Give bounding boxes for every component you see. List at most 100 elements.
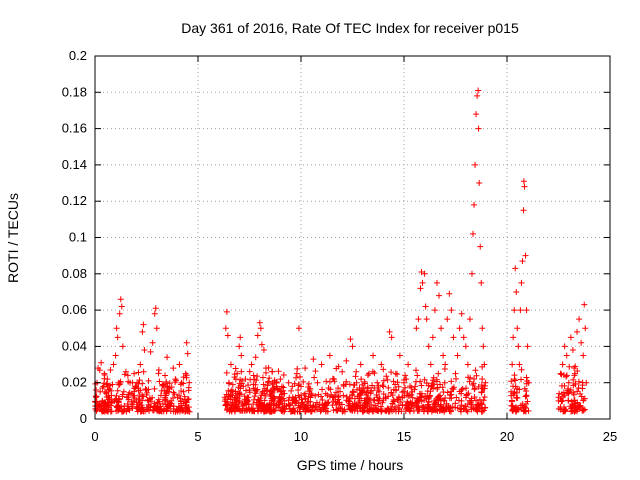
data-point xyxy=(224,406,231,413)
data-point xyxy=(182,370,189,377)
data-point xyxy=(428,408,435,415)
data-point xyxy=(467,374,474,381)
data-point xyxy=(519,401,526,408)
data-point xyxy=(409,388,416,395)
data-point xyxy=(466,316,473,323)
data-point xyxy=(343,357,350,364)
data-point xyxy=(136,404,143,411)
data-point xyxy=(422,393,429,400)
data-point xyxy=(520,207,527,214)
data-point xyxy=(571,364,578,371)
data-point xyxy=(510,383,517,390)
data-point xyxy=(248,361,255,368)
data-point xyxy=(115,379,122,386)
data-point xyxy=(293,370,300,377)
data-point xyxy=(103,390,110,397)
data-point xyxy=(409,394,416,401)
data-point xyxy=(246,386,253,393)
data-point xyxy=(343,378,350,385)
chart-title: Day 361 of 2016, Rate Of TEC Index for r… xyxy=(181,20,519,36)
data-point xyxy=(433,279,440,286)
data-point xyxy=(581,395,588,402)
data-point xyxy=(580,407,587,414)
data-point xyxy=(135,396,142,403)
data-point xyxy=(95,365,102,372)
data-point xyxy=(442,361,449,368)
data-point xyxy=(478,382,485,389)
data-point xyxy=(563,352,570,359)
data-point xyxy=(136,377,143,384)
data-point xyxy=(471,201,478,208)
data-point xyxy=(353,403,360,410)
data-point xyxy=(519,258,526,265)
data-point xyxy=(184,408,191,415)
data-point xyxy=(128,398,135,405)
data-point xyxy=(515,343,522,350)
data-point xyxy=(438,325,445,332)
data-point xyxy=(582,325,589,332)
data-point xyxy=(340,382,347,389)
data-point xyxy=(521,385,528,392)
data-point xyxy=(383,373,390,380)
data-point xyxy=(418,268,425,275)
data-point xyxy=(449,385,456,392)
data-point xyxy=(512,265,519,272)
data-point xyxy=(173,377,180,384)
data-point xyxy=(236,343,243,350)
data-point xyxy=(571,370,578,377)
data-point xyxy=(476,180,483,187)
data-point xyxy=(300,378,307,385)
data-point xyxy=(155,366,162,373)
data-point xyxy=(176,361,183,368)
data-point xyxy=(314,379,321,386)
x-tick-label: 15 xyxy=(397,429,411,444)
data-point xyxy=(149,339,156,346)
data-point xyxy=(317,408,324,415)
data-point xyxy=(425,343,432,350)
data-point xyxy=(260,381,267,388)
data-point xyxy=(355,395,362,402)
data-point xyxy=(304,406,311,413)
data-point xyxy=(240,383,247,390)
data-point xyxy=(321,401,328,408)
y-tick-label: 0.06 xyxy=(62,302,87,317)
data-point xyxy=(448,378,455,385)
data-point xyxy=(453,394,460,401)
data-point xyxy=(514,406,521,413)
data-point xyxy=(508,397,515,404)
data-point xyxy=(319,386,326,393)
data-point xyxy=(137,399,144,406)
data-point xyxy=(399,389,406,396)
data-point xyxy=(164,398,171,405)
data-point xyxy=(567,334,574,341)
data-point xyxy=(278,383,285,390)
data-point xyxy=(401,379,407,386)
data-point xyxy=(474,92,481,99)
data-point xyxy=(183,339,190,346)
data-point xyxy=(322,390,329,397)
data-point xyxy=(565,379,572,386)
data-point xyxy=(361,378,368,385)
data-point xyxy=(356,392,363,399)
data-point xyxy=(289,394,296,401)
data-point xyxy=(156,378,163,385)
data-point xyxy=(246,401,253,408)
data-point xyxy=(524,343,531,350)
data-point xyxy=(262,365,269,372)
data-point xyxy=(335,385,342,392)
data-point xyxy=(170,365,177,372)
x-tick-label: 20 xyxy=(500,429,514,444)
data-point xyxy=(124,372,131,379)
data-point xyxy=(154,405,161,412)
data-point xyxy=(246,368,253,375)
data-point xyxy=(164,354,171,361)
data-point xyxy=(464,401,471,408)
data-point xyxy=(444,316,451,323)
data-point xyxy=(151,385,158,392)
data-point xyxy=(390,396,397,403)
data-point xyxy=(456,325,463,332)
data-point xyxy=(177,395,184,402)
data-point xyxy=(514,325,521,332)
data-point xyxy=(295,325,302,332)
data-point xyxy=(184,396,191,403)
